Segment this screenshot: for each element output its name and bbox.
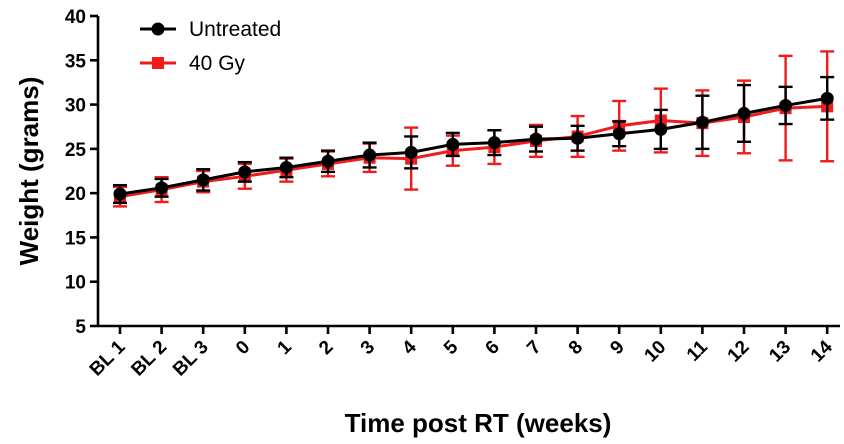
x-tick-label: 6 xyxy=(482,337,504,359)
data-point xyxy=(779,98,793,112)
x-ticks: BL 1BL 2BL 3 0 1 2 3 4 5 6 7 8 9 10 11 12 13 14 xyxy=(86,326,837,380)
x-tick-label: 12 xyxy=(724,337,754,367)
x-tick-label: 9 xyxy=(606,337,628,359)
x-tick-label: 13 xyxy=(765,337,795,367)
x-tick-label: 3 xyxy=(357,337,379,359)
x-tick-label: 10 xyxy=(641,337,671,367)
legend-item-untreated: Untreated xyxy=(140,18,281,41)
series-untreated xyxy=(113,75,835,205)
data-point xyxy=(155,181,169,195)
x-tick-label: 11 xyxy=(683,336,712,365)
legend-circle-marker-icon xyxy=(151,22,165,36)
data-point xyxy=(820,91,834,105)
x-tick-label: 1 xyxy=(274,336,297,359)
data-point xyxy=(529,132,543,146)
data-point xyxy=(404,145,418,159)
data-point xyxy=(737,106,751,120)
data-point xyxy=(654,122,668,136)
y-tick-label: 20 xyxy=(65,184,86,205)
x-tick-label: 14 xyxy=(807,336,837,366)
y-tick-label: 25 xyxy=(65,140,87,161)
x-tick-label: 0 xyxy=(232,337,254,359)
y-tick-label: 10 xyxy=(65,273,86,294)
data-point xyxy=(279,160,293,174)
data-point xyxy=(363,148,377,162)
legend-square-marker-icon xyxy=(152,57,164,69)
x-tick-label: 5 xyxy=(440,336,463,359)
y-tick-label: 30 xyxy=(65,96,86,117)
y-tick-label: 15 xyxy=(65,228,87,249)
y-axis-title: Weight (grams) xyxy=(14,77,44,266)
legend-label-40gy: 40 Gy xyxy=(189,52,246,75)
data-point xyxy=(196,173,210,187)
data-point xyxy=(487,136,501,150)
y-tick-label: 40 xyxy=(65,7,86,28)
data-point xyxy=(571,131,585,145)
series-layer xyxy=(113,50,835,208)
x-axis-title: Time post RT (weeks) xyxy=(345,408,612,438)
data-point xyxy=(238,165,252,179)
data-point xyxy=(695,115,709,129)
x-tick-label: 8 xyxy=(565,337,587,359)
x-tick-label: BL 1 xyxy=(86,336,130,380)
x-tick-label: BL 2 xyxy=(127,337,171,381)
y-tick-label: 35 xyxy=(65,51,87,72)
legend-item-40gy: 40 Gy xyxy=(140,52,246,75)
series-line xyxy=(119,104,828,199)
legend: Untreated 40 Gy xyxy=(140,18,281,75)
data-point xyxy=(446,137,460,151)
axes xyxy=(96,16,840,328)
x-tick-label: 4 xyxy=(398,336,421,359)
y-ticks: 5 10 15 20 25 30 35 40 xyxy=(65,7,98,338)
x-tick-label: 2 xyxy=(315,337,337,359)
x-tick-label: BL 3 xyxy=(169,337,213,381)
data-point xyxy=(321,154,335,168)
legend-label-untreated: Untreated xyxy=(189,18,281,41)
data-point xyxy=(612,127,626,141)
y-tick-label: 5 xyxy=(75,317,86,338)
data-point xyxy=(113,187,127,201)
series-line xyxy=(119,96,828,196)
x-tick-label: 7 xyxy=(523,337,545,359)
